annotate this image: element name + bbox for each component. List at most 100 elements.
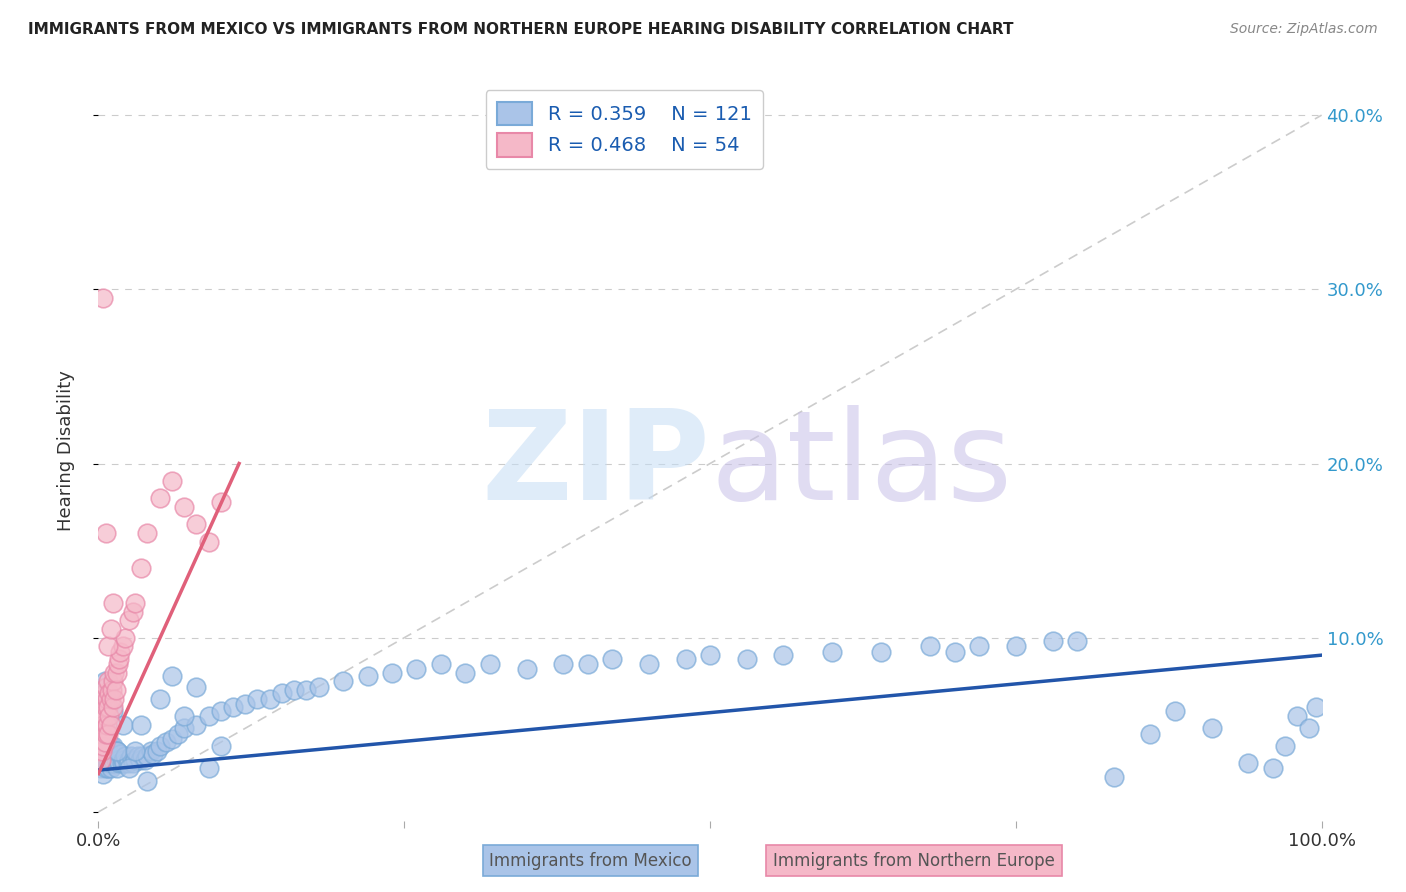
Point — [356, 669, 378, 683]
Point — [1004, 640, 1026, 654]
Point — [90, 721, 112, 735]
Point — [186, 680, 208, 694]
Point — [107, 657, 129, 671]
Point — [91, 731, 114, 746]
Point — [91, 744, 114, 758]
Point — [90, 753, 112, 767]
Point — [104, 683, 127, 698]
Point — [515, 662, 537, 676]
Point — [121, 605, 143, 619]
Point — [97, 761, 120, 775]
Point — [1201, 721, 1223, 735]
Point — [943, 645, 966, 659]
Point — [94, 726, 117, 740]
Point — [97, 686, 120, 700]
Point — [110, 645, 132, 659]
Point — [97, 753, 120, 767]
Point — [103, 691, 125, 706]
Point — [90, 739, 112, 753]
Point — [93, 686, 115, 700]
Point — [91, 749, 114, 764]
Point — [259, 691, 281, 706]
Point — [295, 683, 318, 698]
Point — [136, 773, 159, 788]
Point — [94, 761, 117, 775]
Point — [90, 761, 112, 775]
Y-axis label: Hearing Disability: Hearing Disability — [56, 370, 75, 531]
Point — [967, 640, 990, 654]
Point — [675, 651, 697, 665]
Point — [209, 704, 232, 718]
Point — [134, 753, 156, 767]
Point — [600, 651, 623, 665]
Point — [97, 726, 120, 740]
Point — [108, 651, 131, 665]
Point — [91, 726, 114, 740]
Point — [103, 665, 125, 680]
Point — [381, 665, 404, 680]
Point — [117, 756, 139, 771]
Point — [93, 747, 115, 762]
Point — [430, 657, 453, 671]
Text: Immigrants from Mexico: Immigrants from Mexico — [489, 852, 692, 870]
Point — [108, 756, 131, 771]
Point — [821, 645, 844, 659]
Point — [142, 747, 165, 762]
Point — [98, 744, 121, 758]
Point — [149, 491, 172, 506]
Point — [97, 735, 120, 749]
Point — [91, 739, 114, 753]
Point — [149, 739, 172, 753]
Point — [129, 753, 152, 767]
Point — [121, 756, 143, 771]
Point — [98, 709, 121, 723]
Point — [97, 640, 120, 654]
Point — [332, 674, 354, 689]
Point — [89, 744, 111, 758]
Point — [283, 683, 305, 698]
Text: Source: ZipAtlas.com: Source: ZipAtlas.com — [1230, 22, 1378, 37]
Point — [96, 747, 118, 762]
Text: ZIP: ZIP — [481, 405, 710, 525]
Point — [101, 756, 124, 771]
Point — [103, 756, 125, 771]
Point — [105, 744, 128, 758]
Point — [112, 756, 135, 771]
Point — [454, 665, 477, 680]
Point — [173, 709, 195, 723]
Point — [246, 691, 269, 706]
Text: IMMIGRANTS FROM MEXICO VS IMMIGRANTS FROM NORTHERN EUROPE HEARING DISABILITY COR: IMMIGRANTS FROM MEXICO VS IMMIGRANTS FRO… — [28, 22, 1014, 37]
Point — [97, 700, 120, 714]
Point — [186, 517, 208, 532]
Point — [124, 744, 146, 758]
Point — [920, 640, 942, 654]
Point — [91, 704, 114, 718]
Point — [1139, 726, 1161, 740]
Point — [101, 739, 124, 753]
Point — [101, 596, 124, 610]
Point — [111, 640, 134, 654]
Point — [89, 753, 111, 767]
Point — [233, 697, 256, 711]
Point — [553, 657, 575, 671]
Point — [136, 749, 159, 764]
Point — [96, 718, 118, 732]
Point — [1066, 634, 1088, 648]
Point — [131, 749, 153, 764]
Point — [100, 718, 122, 732]
Point — [100, 761, 122, 775]
Point — [111, 718, 134, 732]
Point — [270, 686, 294, 700]
Legend: R = 0.359    N = 121, R = 0.468    N = 54: R = 0.359 N = 121, R = 0.468 N = 54 — [485, 90, 763, 169]
Point — [222, 700, 245, 714]
Point — [93, 758, 115, 772]
Point — [98, 756, 121, 771]
Point — [111, 753, 134, 767]
Point — [94, 680, 117, 694]
Point — [1305, 700, 1327, 714]
Point — [101, 753, 124, 767]
Point — [124, 596, 146, 610]
Point — [100, 749, 122, 764]
Point — [101, 674, 124, 689]
Point — [160, 474, 183, 488]
